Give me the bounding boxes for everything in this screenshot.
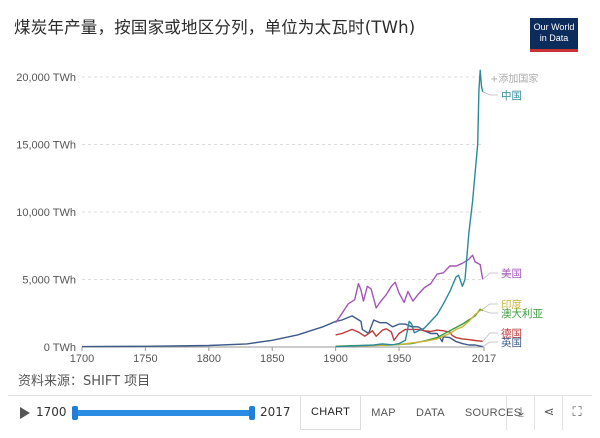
timeline-start-year: 1700: [36, 405, 67, 419]
x-tick-label: 1700: [70, 353, 94, 365]
axes: 0 TWh 5,000 TWh 10,000 TWh 15,000 TWh 20,000…: [16, 72, 496, 365]
series-line-india: [335, 308, 484, 348]
timeline-end-year: 2017: [260, 405, 291, 419]
series-label-australia: 澳大利亚: [501, 307, 543, 320]
tab-data[interactable]: DATA: [415, 407, 445, 419]
play-icon[interactable]: [20, 407, 30, 419]
x-tick-label: 1950: [387, 353, 411, 365]
timeline-start-handle[interactable]: [72, 406, 78, 420]
owid-logo[interactable]: Our World in Data: [530, 18, 578, 52]
label-connector: [482, 310, 498, 314]
y-tick-label: 5,000 TWh: [22, 275, 76, 287]
share-icon[interactable]: ⋖: [534, 396, 563, 430]
series-line-uk: [81, 315, 483, 348]
logo-line1: Our World: [533, 22, 575, 32]
download-icon[interactable]: ⤓: [506, 396, 535, 430]
series-label-usa: 美国: [501, 267, 522, 280]
series-line-usa: [335, 254, 484, 324]
label-connector: [482, 91, 498, 96]
logo-line2: in Data: [539, 33, 569, 43]
x-tick-label: 2017: [472, 353, 496, 365]
label-connector: [482, 272, 498, 280]
grid-lines: [82, 76, 484, 280]
label-connector: [482, 332, 498, 342]
x-tick-label: 1850: [260, 353, 284, 365]
series-label-uk: 英国: [501, 336, 522, 349]
line-chart: 0 TWh 5,000 TWh 10,000 TWh 15,000 TWh 20,000…: [16, 69, 543, 365]
series-label-china: 中国: [501, 89, 522, 102]
series-lines: [81, 69, 484, 348]
label-connector: [482, 341, 498, 347]
fullscreen-icon[interactable]: ⛶: [562, 396, 591, 430]
timeline-end-handle[interactable]: [249, 406, 255, 420]
timeline-slider-track[interactable]: [75, 410, 252, 416]
tab-sources[interactable]: SOURCES: [464, 407, 522, 419]
y-tick-label: 20,000 TWh: [16, 72, 76, 84]
x-tick-label: 1900: [323, 353, 347, 365]
y-tick-label: 15,000 TWh: [16, 140, 76, 152]
series-line-germany: [335, 328, 483, 342]
chart-footer: 1700 2017 CHART MAP DATA SOURCES ⤓ ⋖ ⛶: [8, 395, 592, 430]
add-country-button[interactable]: +添加国家: [490, 72, 538, 85]
x-tick-label: 1800: [197, 353, 221, 365]
source-note: 资料来源：SHIFT 项目: [18, 374, 151, 389]
chart-title: 煤炭年产量，按国家或地区分列，单位为太瓦时(TWh): [14, 18, 416, 37]
label-connector: [482, 303, 498, 310]
y-tick-label: 10,000 TWh: [16, 207, 76, 219]
view-tabs: CHART MAP DATA SOURCES: [300, 396, 531, 430]
series-label-india: 印度: [501, 298, 522, 311]
tab-chart[interactable]: CHART: [300, 396, 362, 430]
series-line-china: [335, 69, 484, 348]
series-label-germany: 德国: [501, 327, 522, 340]
y-tick-label: 0 TWh: [44, 342, 76, 354]
x-tick-label: 1750: [133, 353, 157, 365]
tab-map[interactable]: MAP: [371, 407, 396, 419]
